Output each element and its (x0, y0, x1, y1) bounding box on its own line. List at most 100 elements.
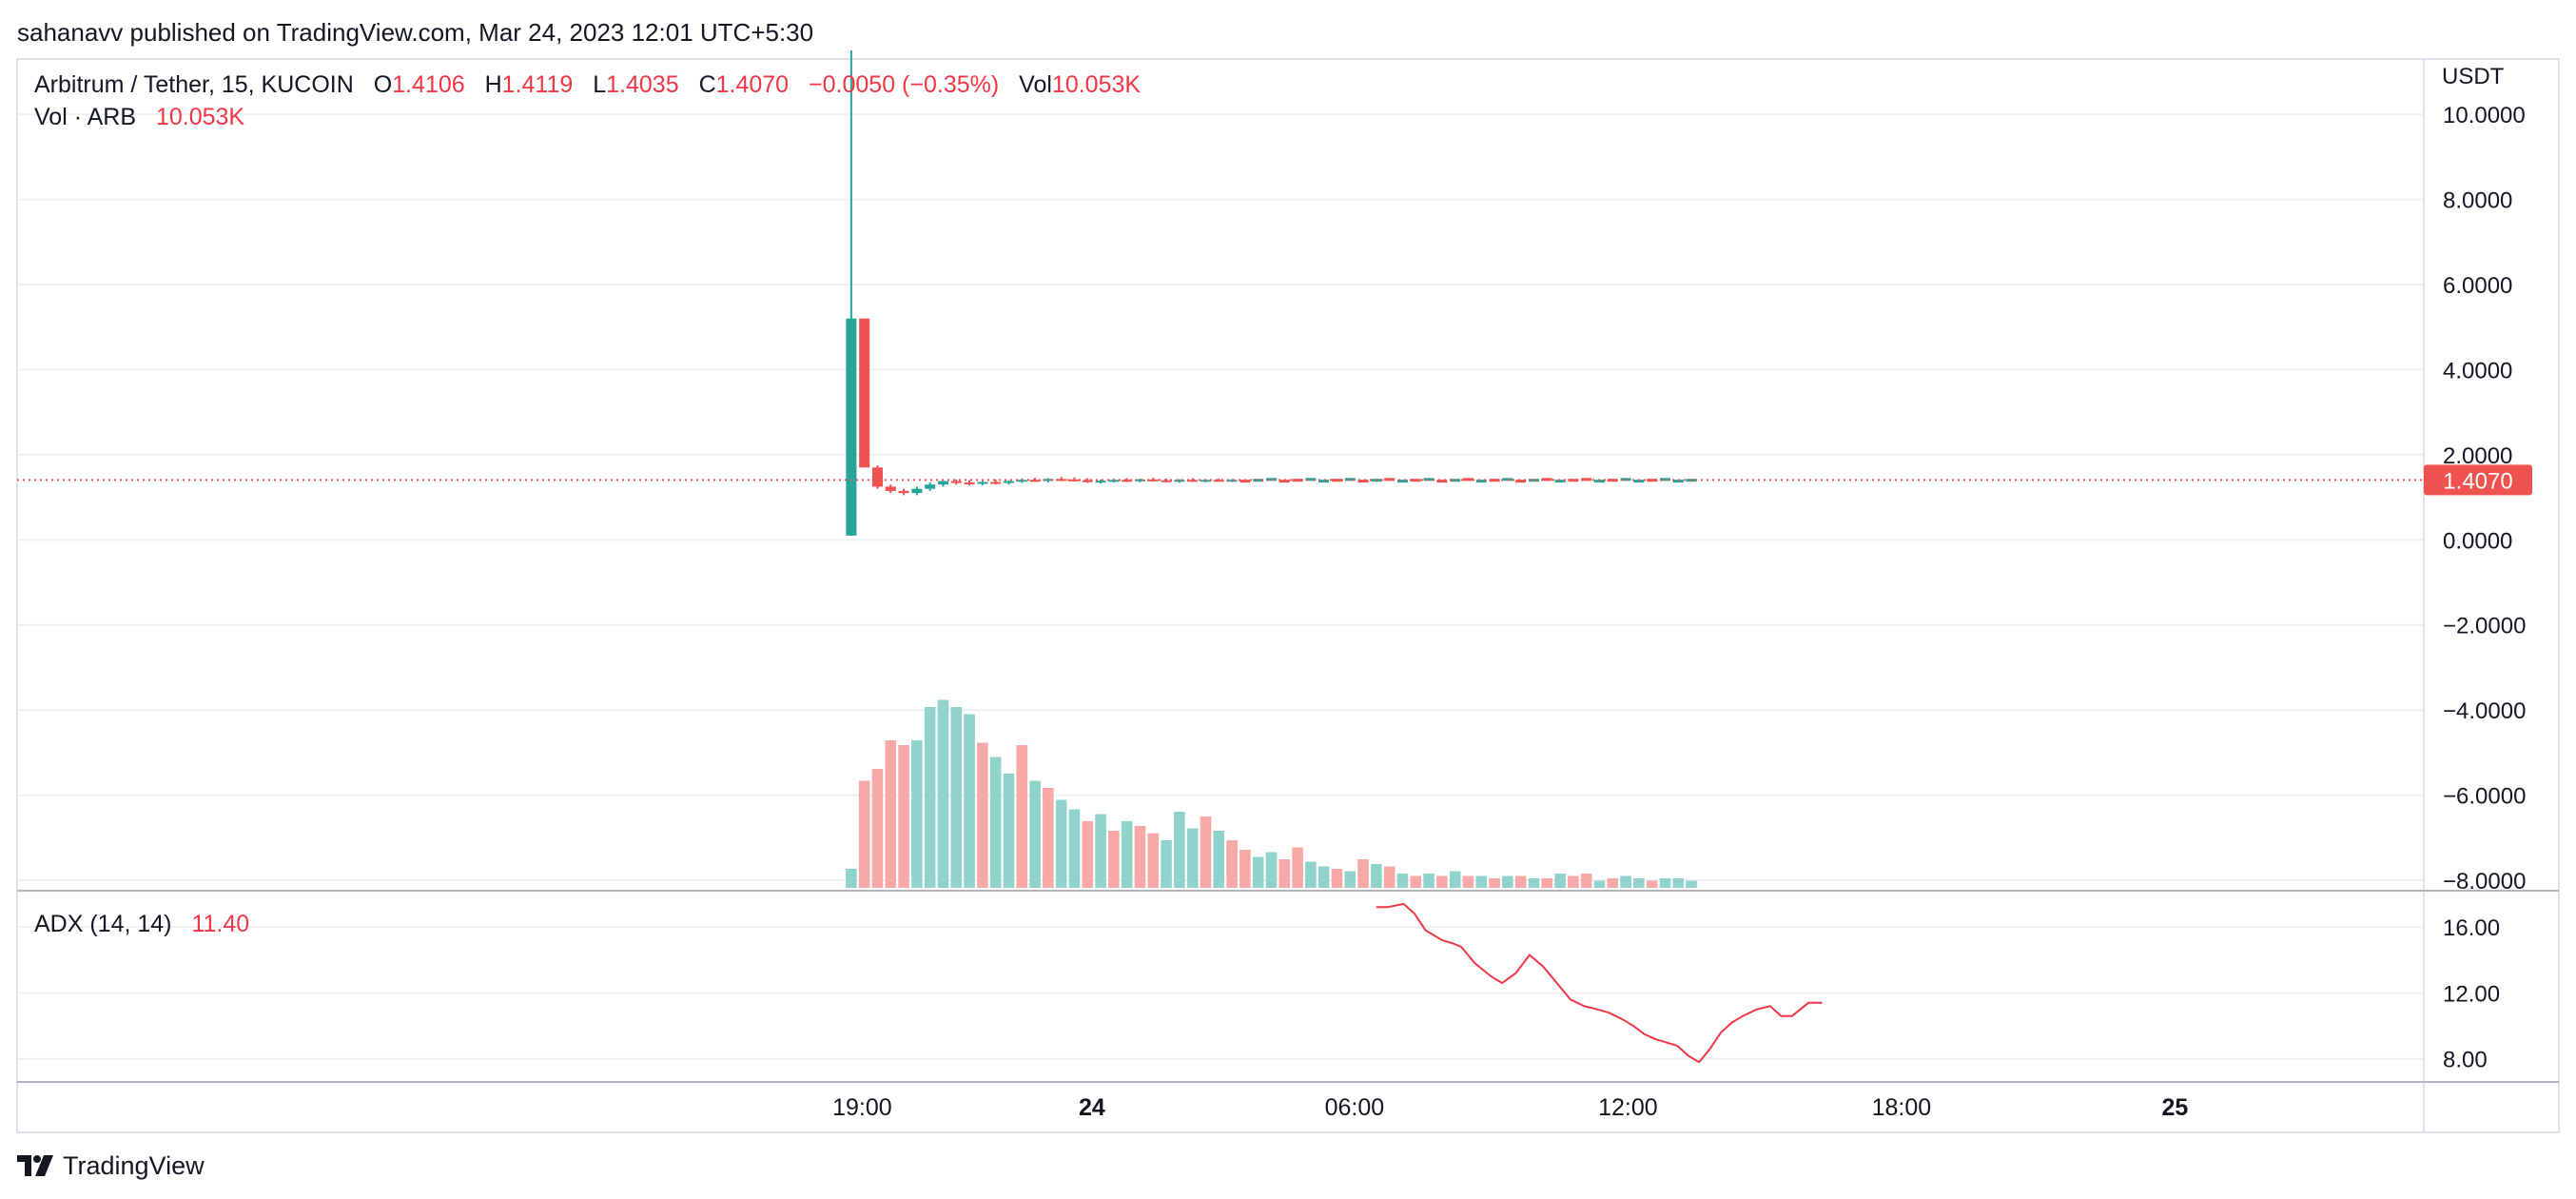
volume-bar (1371, 864, 1382, 888)
tradingview-brand[interactable]: TradingView (63, 1150, 205, 1180)
volume-bar (1147, 833, 1160, 888)
adx-label: ADX (14, 14) (34, 911, 172, 937)
candle-body (1672, 480, 1684, 483)
adx-axis[interactable]: 16.00 12.00 8.00 (2443, 915, 2500, 1073)
last-price-tag (2424, 464, 2532, 496)
volume-bar (1541, 878, 1553, 888)
x-tick-label: 06:00 (1325, 1094, 1385, 1121)
y-tick-label: −2.0000 (2443, 614, 2526, 639)
candle-body (1161, 480, 1172, 482)
y-tick-label: −4.0000 (2443, 698, 2526, 724)
volume-bar (1554, 874, 1566, 888)
adx-tick-label: 12.00 (2443, 981, 2500, 1007)
volume-bar (871, 769, 884, 888)
volume-bar (1620, 875, 1631, 888)
x-tick-label: 12:00 (1598, 1094, 1658, 1121)
open-value: 1.4106 (392, 71, 465, 98)
volume-bar (1016, 745, 1028, 888)
candle-body (1213, 480, 1224, 482)
volume-legend[interactable]: Vol · ARB 10.053K (34, 103, 244, 131)
volume-bar (1383, 866, 1395, 888)
volume-bar (858, 780, 870, 888)
volume-bar (977, 742, 988, 888)
volume-bar (1514, 875, 1527, 888)
grid-lines (17, 113, 2424, 1060)
candle-body (1528, 479, 1539, 482)
price-axis[interactable]: USDT 10.0000 8.0000 6.0000 4.0000 2.0000 0.000… (2442, 64, 2526, 894)
symbol-legend: Arbitrum / Tether, 15, KUCOIN O1.4106 H1… (34, 70, 1141, 99)
candle-body (1043, 479, 1054, 482)
adx-tick-label: 16.00 (2443, 915, 2500, 941)
candle-body (1003, 481, 1014, 483)
volume-bar (1489, 878, 1500, 888)
volume-bar (1568, 875, 1579, 888)
candle-body (1344, 478, 1356, 482)
close-label: C (698, 71, 716, 98)
candle-body (1278, 480, 1290, 483)
candle-body (1515, 480, 1527, 483)
candle-body (1305, 478, 1317, 482)
candle-body (1239, 480, 1251, 483)
last-price-line: 1.4070 (17, 464, 2532, 496)
volume-bars (846, 699, 1697, 888)
volume-bar (1186, 828, 1199, 888)
candle-body (1620, 478, 1631, 482)
candle-body (1554, 480, 1566, 483)
outer-frame (16, 58, 2560, 1133)
volume-bar (1462, 875, 1474, 888)
candle-body (1253, 479, 1264, 482)
tradingview-logo-icon[interactable] (17, 1155, 55, 1176)
candle-body (1436, 480, 1448, 483)
candle-body (1134, 479, 1145, 482)
candle-body (1475, 480, 1487, 483)
volume-bar (1174, 812, 1185, 888)
high-label: H (484, 71, 502, 98)
volume-bar (1607, 878, 1619, 888)
volume-bar (1344, 871, 1356, 888)
volume-value: 10.053K (155, 104, 245, 130)
volume-bar (1436, 875, 1448, 888)
volume-bar (937, 699, 949, 888)
volume-bar (1278, 859, 1291, 888)
high-value: 1.4119 (501, 71, 574, 98)
volume-bar (1659, 878, 1671, 888)
candle-body (1292, 479, 1303, 482)
candle-body (1265, 478, 1277, 482)
candle-body (950, 481, 962, 483)
candle-body (990, 482, 1002, 484)
volume-bar (1502, 875, 1513, 888)
volume-bar (1475, 875, 1488, 888)
candle-body (1450, 479, 1461, 482)
volume-bar (1055, 799, 1067, 888)
volume-bar (1672, 878, 1685, 888)
time-axis[interactable]: 19:00 24 06:00 12:00 18:00 25 (832, 1094, 2188, 1121)
change-value: −0.0050 (−0.35%) (809, 71, 1000, 98)
volume-bar (1528, 878, 1540, 888)
volume-bar (1095, 814, 1106, 888)
candle-body (977, 482, 988, 484)
candle-body (1082, 480, 1093, 482)
volume-bar (989, 757, 1002, 888)
volume-bar (1317, 866, 1330, 888)
candle-body (871, 467, 883, 487)
adx-legend[interactable]: ADX (14, 14) 11.40 (34, 910, 249, 938)
volume-bar (1580, 874, 1592, 888)
candle-body (846, 318, 857, 536)
candle-body (937, 481, 948, 485)
symbol-name[interactable]: Arbitrum / Tether, 15, KUCOIN (34, 71, 354, 98)
volume-bar (1082, 821, 1094, 888)
close-value: 1.4070 (715, 71, 790, 98)
volume-bar (1213, 831, 1225, 888)
y-tick-label: 10.0000 (2443, 103, 2526, 128)
volume-bar (1410, 875, 1422, 888)
volume-bar (1239, 850, 1251, 888)
candle-body (1357, 480, 1369, 483)
candle-body (859, 318, 870, 468)
chart-frame (16, 58, 2560, 1133)
candle-body (1686, 479, 1697, 482)
volume-bar (1134, 826, 1146, 888)
low-label: L (593, 71, 607, 98)
x-tick-label: 24 (1079, 1094, 1105, 1121)
y-tick-label: 0.0000 (2443, 528, 2512, 554)
